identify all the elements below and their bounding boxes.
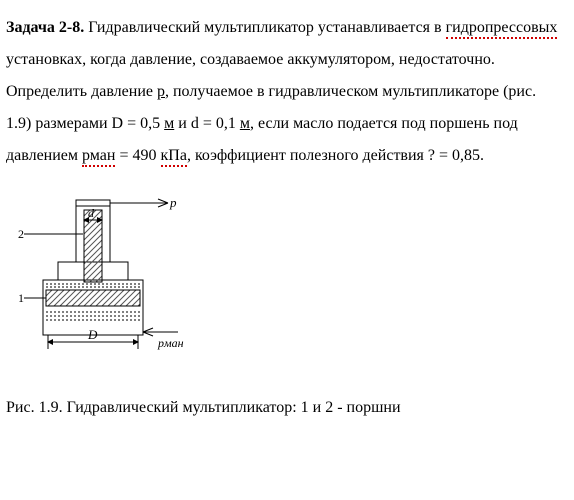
label-D-cap: D — [87, 327, 98, 342]
txt: и d = 0,1 — [174, 115, 240, 132]
label-p: p — [169, 195, 177, 210]
multiplier-diagram: p pман d D 2 1 — [18, 192, 218, 362]
spellcheck-word: рман — [82, 147, 115, 167]
txt: , коэффициент полезного действия ? = 0,8… — [187, 147, 484, 164]
figure-caption: Рис. 1.9. Гидравлический мультипликатор:… — [6, 392, 560, 424]
txt: Гидравлический мультипликатор устанавлив… — [84, 19, 445, 36]
label-pman: pман — [157, 336, 184, 350]
spellcheck-word: кПа — [161, 147, 187, 167]
underlined-p: p — [157, 83, 165, 100]
txt: = 490 — [115, 147, 160, 164]
spellcheck-word: гидропрессовых — [446, 19, 558, 39]
problem-text: Задача 2-8. Гидравлический мультипликато… — [6, 12, 560, 172]
label-d: d — [88, 206, 95, 220]
figure: p pман d D 2 1 — [18, 192, 560, 374]
problem-label: Задача 2-8. — [6, 19, 84, 36]
label-1: 1 — [18, 291, 24, 305]
underlined-m: м — [240, 115, 250, 132]
label-2: 2 — [18, 227, 24, 241]
underlined-m: м — [164, 115, 174, 132]
